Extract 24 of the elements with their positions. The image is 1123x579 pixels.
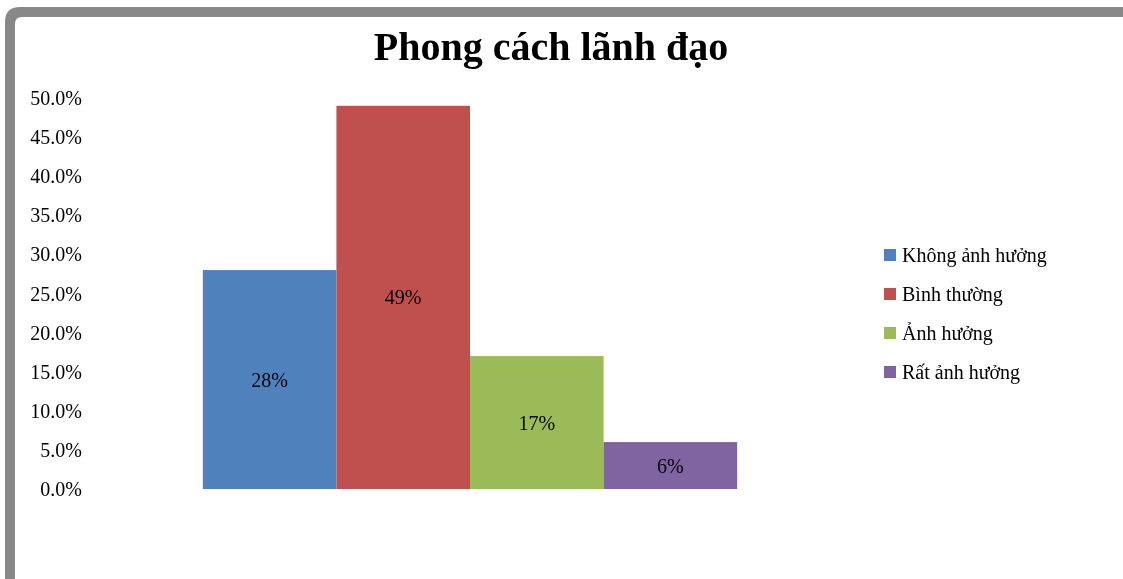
y-tick-label: 40.0% (30, 165, 82, 188)
y-tick-label: 5.0% (40, 438, 82, 461)
bar (336, 105, 470, 489)
chart-title: Phong cách lãnh đạo (373, 24, 729, 69)
legend-label: Không ảnh hưởng (902, 244, 1047, 267)
data-label: 49% (384, 286, 422, 309)
legend-label: Rất ảnh hưởng (902, 361, 1021, 384)
bar (603, 442, 738, 489)
y-tick-label: 30.0% (30, 243, 82, 266)
y-tick-label: 15.0% (30, 360, 82, 383)
bar (202, 270, 337, 489)
data-label: 17% (518, 411, 556, 434)
y-tick-label: 0.0% (40, 478, 82, 500)
y-tick-label: 45.0% (30, 126, 82, 149)
y-tick-label: 50.0% (30, 87, 82, 109)
legend-label: Bình thường (902, 283, 1003, 306)
y-tick-label: 25.0% (30, 282, 82, 305)
y-tick-label: 20.0% (30, 321, 82, 344)
y-tick-label: 10.0% (30, 399, 82, 422)
y-tick-label: 35.0% (30, 204, 82, 227)
legend-label: Ảnh hưởng (902, 322, 993, 345)
data-label: 6% (657, 454, 684, 477)
data-label: 28% (251, 368, 288, 391)
bar (470, 356, 604, 489)
